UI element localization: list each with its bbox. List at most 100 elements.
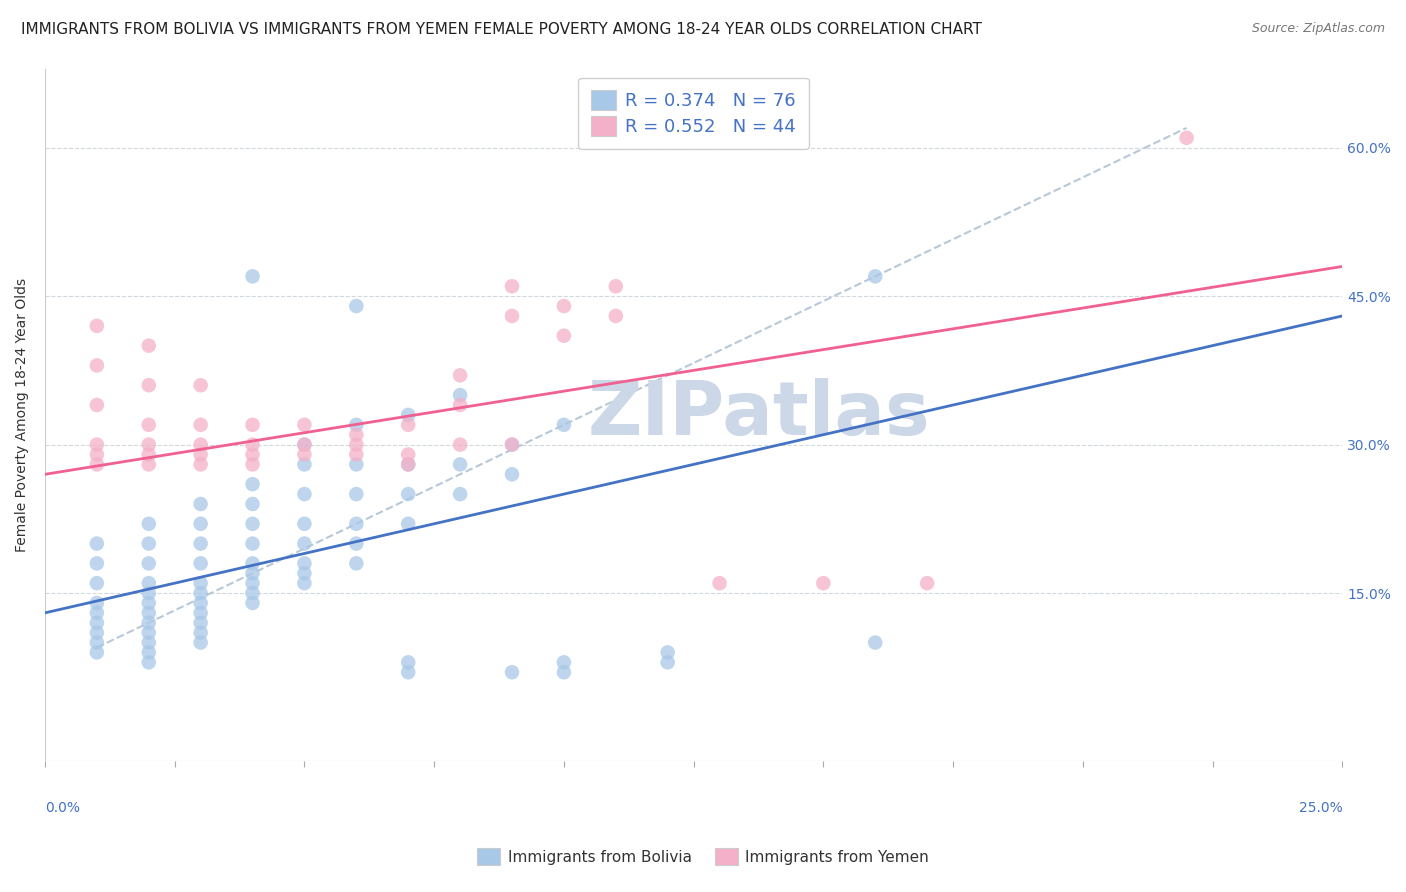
Point	[396, 656, 419, 670]
Point	[344, 299, 367, 313]
Point	[553, 656, 575, 670]
Point	[242, 586, 264, 600]
Point	[449, 437, 471, 451]
Point	[344, 417, 367, 432]
Point	[242, 437, 264, 451]
Point	[396, 458, 419, 472]
Point	[501, 437, 523, 451]
Point	[86, 557, 108, 571]
Point	[449, 368, 471, 383]
Point	[138, 516, 160, 531]
Point	[501, 279, 523, 293]
Point	[294, 536, 316, 550]
Point	[294, 516, 316, 531]
Point	[242, 536, 264, 550]
Point	[1175, 130, 1198, 145]
Point	[294, 417, 316, 432]
Point	[294, 448, 316, 462]
Point	[190, 557, 212, 571]
Point	[86, 448, 108, 462]
Point	[190, 378, 212, 392]
Point	[242, 417, 264, 432]
Point	[190, 417, 212, 432]
Text: Source: ZipAtlas.com: Source: ZipAtlas.com	[1251, 22, 1385, 36]
Point	[501, 309, 523, 323]
Point	[344, 487, 367, 501]
Point	[138, 625, 160, 640]
Point	[344, 536, 367, 550]
Point	[86, 635, 108, 649]
Point	[242, 477, 264, 491]
Point	[915, 576, 938, 591]
Point	[86, 398, 108, 412]
Point	[190, 437, 212, 451]
Point	[242, 566, 264, 581]
Point	[553, 665, 575, 680]
Point	[138, 656, 160, 670]
Point	[242, 269, 264, 284]
Point	[138, 596, 160, 610]
Text: 25.0%: 25.0%	[1299, 801, 1343, 815]
Point	[344, 448, 367, 462]
Point	[294, 458, 316, 472]
Point	[813, 576, 835, 591]
Point	[138, 615, 160, 630]
Point	[396, 516, 419, 531]
Text: IMMIGRANTS FROM BOLIVIA VS IMMIGRANTS FROM YEMEN FEMALE POVERTY AMONG 18-24 YEAR: IMMIGRANTS FROM BOLIVIA VS IMMIGRANTS FR…	[21, 22, 981, 37]
Point	[138, 557, 160, 571]
Point	[190, 596, 212, 610]
Point	[449, 458, 471, 472]
Point	[190, 448, 212, 462]
Y-axis label: Female Poverty Among 18-24 Year Olds: Female Poverty Among 18-24 Year Olds	[15, 277, 30, 552]
Point	[190, 615, 212, 630]
Point	[86, 576, 108, 591]
Point	[138, 448, 160, 462]
Point	[396, 665, 419, 680]
Point	[605, 279, 627, 293]
Point	[138, 635, 160, 649]
Text: ZIPatlas: ZIPatlas	[588, 378, 929, 451]
Point	[344, 437, 367, 451]
Point	[294, 576, 316, 591]
Point	[190, 635, 212, 649]
Point	[242, 596, 264, 610]
Point	[294, 557, 316, 571]
Point	[396, 458, 419, 472]
Point	[449, 487, 471, 501]
Point	[294, 487, 316, 501]
Point	[396, 408, 419, 422]
Point	[344, 458, 367, 472]
Point	[190, 606, 212, 620]
Point	[138, 417, 160, 432]
Point	[86, 437, 108, 451]
Point	[86, 625, 108, 640]
Point	[242, 516, 264, 531]
Point	[138, 576, 160, 591]
Point	[294, 437, 316, 451]
Point	[242, 497, 264, 511]
Point	[86, 645, 108, 659]
Point	[242, 448, 264, 462]
Point	[86, 596, 108, 610]
Point	[657, 645, 679, 659]
Point	[242, 458, 264, 472]
Point	[865, 635, 887, 649]
Point	[190, 516, 212, 531]
Point	[865, 269, 887, 284]
Point	[190, 576, 212, 591]
Point	[709, 576, 731, 591]
Point	[553, 417, 575, 432]
Point	[190, 625, 212, 640]
Point	[553, 299, 575, 313]
Point	[138, 586, 160, 600]
Point	[605, 309, 627, 323]
Point	[501, 467, 523, 482]
Point	[86, 615, 108, 630]
Text: 0.0%: 0.0%	[45, 801, 80, 815]
Point	[138, 378, 160, 392]
Point	[501, 665, 523, 680]
Point	[657, 656, 679, 670]
Point	[190, 586, 212, 600]
Point	[294, 437, 316, 451]
Point	[190, 497, 212, 511]
